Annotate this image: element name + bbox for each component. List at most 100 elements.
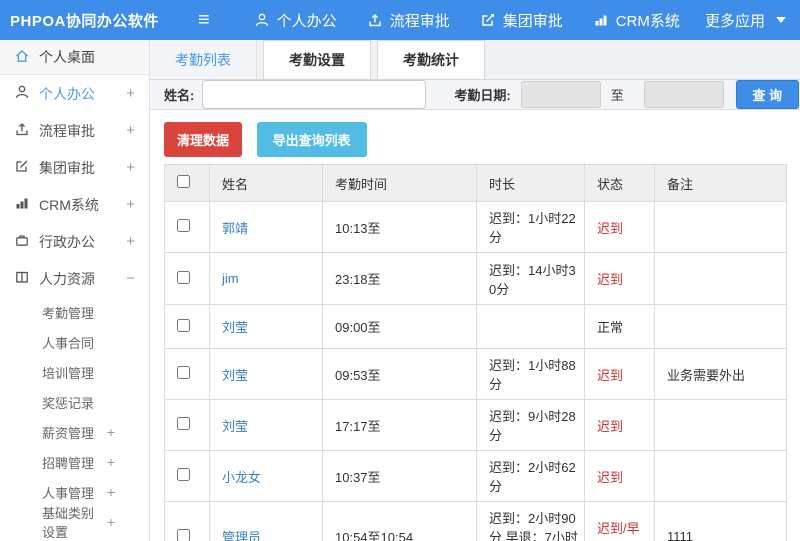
cell-duration: 迟到：2小时90分 早退：7小时10分 [476, 501, 585, 541]
cell-duration: 迟到：2小时62分 [476, 450, 585, 502]
main-content: 考勤列表 考勤设置 考勤统计 姓名: 考勤日期: 至 查 询 清理数据 导出查询… [150, 40, 800, 541]
expand-plus-icon: + [106, 454, 115, 470]
cell-name[interactable]: 管理员 [209, 501, 323, 541]
sidebar-subitem-recruit-mgmt[interactable]: 招聘管理 + [42, 454, 115, 471]
row-checkbox[interactable] [177, 366, 190, 379]
col-header-name: 姓名 [209, 164, 323, 202]
cell-time: 10:13至 [322, 201, 477, 253]
cell-remark [654, 399, 787, 451]
sidebar-item-crm-system[interactable]: CRM系统 + [0, 186, 149, 223]
tab-attendance-stats[interactable]: 考勤统计 [377, 40, 485, 79]
col-header-duration: 时长 [476, 164, 585, 202]
table-header-row: 姓名 考勤时间 时长 状态 备注 [164, 164, 787, 202]
sidebar-item-desktop[interactable]: 个人桌面 [0, 40, 149, 75]
expand-plus-icon: + [106, 514, 115, 530]
topnav-crm-system[interactable]: CRM系统 [593, 10, 680, 31]
sidebar-item-human-resources[interactable]: 人力资源 − [0, 260, 149, 297]
person-icon [254, 12, 270, 28]
cell-remark [654, 450, 787, 502]
search-button[interactable]: 查 询 [735, 80, 799, 109]
sidebar-item-personal-office[interactable]: 个人办公 + [0, 75, 149, 112]
filter-bar: 姓名: 考勤日期: 至 查 询 [150, 80, 800, 110]
cell-time: 10:37至 [322, 450, 477, 502]
topnav-personal-office[interactable]: 个人办公 [254, 10, 337, 31]
cell-status: 迟到 [584, 252, 655, 305]
topnav-more-apps[interactable]: 更多应用 [705, 10, 800, 31]
collapse-minus-icon: − [126, 270, 135, 287]
col-header-remark: 备注 [654, 164, 787, 202]
cell-time: 10:54至10:54 [322, 501, 477, 541]
sidebar-subitem-base-category-settings[interactable]: 基础类别设置 + [42, 506, 115, 540]
sidebar-subitem-training-mgmt[interactable]: 培训管理 [42, 365, 95, 381]
sidebar-subitem-personnel-mgmt[interactable]: 人事管理 + [42, 484, 115, 501]
name-filter-label: 姓名: [164, 88, 195, 103]
cell-name[interactable]: 郭靖 [209, 201, 323, 253]
table-row: 刘莹 17:17至 迟到：9小时28分 迟到 [164, 399, 787, 451]
expand-plus-icon: + [106, 484, 115, 500]
date-to-label: 至 [610, 88, 624, 103]
cell-name[interactable]: 刘莹 [209, 399, 323, 451]
row-checkbox[interactable] [177, 468, 190, 481]
workflow-upload-icon [14, 121, 30, 140]
cell-status: 迟到/早退 [584, 501, 655, 541]
sidebar-subitem-reward-punishment[interactable]: 奖惩记录 [42, 395, 95, 411]
table-row: 郭靖 10:13至 迟到：1小时22分 迟到 [164, 201, 787, 253]
row-checkbox[interactable] [177, 219, 190, 232]
edit-icon [14, 158, 30, 177]
date-to-input[interactable] [643, 81, 724, 108]
cell-name[interactable]: jim [209, 252, 323, 305]
export-list-button[interactable]: 导出查询列表 [256, 122, 367, 157]
table-row: 刘莹 09:53至 迟到：1小时88分 迟到 业务需要外出 [164, 348, 787, 400]
topnav-group-approval[interactable]: 集团审批 [480, 10, 563, 31]
hamburger-menu-icon[interactable]: ≡ [198, 9, 210, 31]
sidebar-item-workflow-approval[interactable]: 流程审批 + [0, 112, 149, 149]
workflow-upload-icon [367, 12, 383, 28]
expand-plus-icon: + [106, 424, 115, 440]
bar-chart-icon [14, 195, 30, 214]
sidebar-subitem-salary-mgmt[interactable]: 薪资管理 + [42, 424, 115, 441]
sidebar-subitem-hr-contract[interactable]: 人事合同 [42, 335, 95, 351]
top-header-bar: PHPOA协同办公软件 ≡ 个人办公 流程审批 集团审批 CRM系统 更多应用 [0, 0, 800, 40]
clear-data-button[interactable]: 清理数据 [164, 122, 243, 157]
expand-plus-icon: + [126, 85, 135, 102]
expand-plus-icon: + [126, 159, 135, 176]
sidebar: 个人桌面 个人办公 + 流程审批 + 集团审批 + CRM系统 + 行政办公 + [0, 40, 150, 541]
cell-status: 迟到 [584, 201, 655, 253]
cell-name[interactable]: 刘莹 [209, 348, 323, 400]
row-checkbox[interactable] [177, 270, 190, 284]
sidebar-item-group-approval[interactable]: 集团审批 + [0, 149, 149, 186]
bar-chart-icon [593, 12, 609, 28]
tab-attendance-list[interactable]: 考勤列表 [150, 40, 257, 79]
expand-plus-icon: + [126, 196, 135, 213]
cell-status: 迟到 [584, 450, 655, 502]
table-row: 管理员 10:54至10:54 迟到：2小时90分 早退：7小时10分 迟到/早… [164, 501, 787, 541]
sidebar-item-admin-office[interactable]: 行政办公 + [0, 223, 149, 260]
cell-name[interactable]: 小龙女 [209, 450, 323, 502]
cell-remark [654, 304, 787, 349]
cell-duration: 迟到：1小时22分 [476, 201, 585, 253]
cell-name[interactable]: 刘莹 [209, 304, 323, 349]
cell-remark [654, 252, 787, 305]
tab-attendance-settings[interactable]: 考勤设置 [263, 40, 371, 79]
caret-down-icon [776, 17, 786, 23]
col-header-status: 状态 [584, 164, 655, 202]
row-checkbox[interactable] [177, 417, 190, 430]
cell-duration: 迟到：9小时28分 [476, 399, 585, 451]
expand-plus-icon: + [126, 233, 135, 250]
select-all-checkbox[interactable] [177, 175, 190, 188]
date-from-input[interactable] [520, 81, 601, 108]
name-filter-input[interactable] [202, 80, 427, 109]
cell-duration: 迟到：1小时88分 [476, 348, 585, 400]
row-checkbox[interactable] [177, 318, 190, 332]
topnav-workflow-approval[interactable]: 流程审批 [367, 10, 450, 31]
table-row: 刘莹 09:00至 正常 [164, 304, 787, 349]
row-checkbox[interactable] [177, 528, 190, 541]
cell-status: 迟到 [584, 348, 655, 400]
table-row: jim 23:18至 迟到：14小时30分 迟到 [164, 252, 787, 305]
cell-status: 迟到 [584, 399, 655, 451]
col-header-time: 考勤时间 [322, 164, 477, 202]
sidebar-subitem-attendance-mgmt[interactable]: 考勤管理 [42, 305, 95, 321]
book-icon [14, 269, 30, 288]
tab-bar: 考勤列表 考勤设置 考勤统计 [150, 40, 800, 80]
